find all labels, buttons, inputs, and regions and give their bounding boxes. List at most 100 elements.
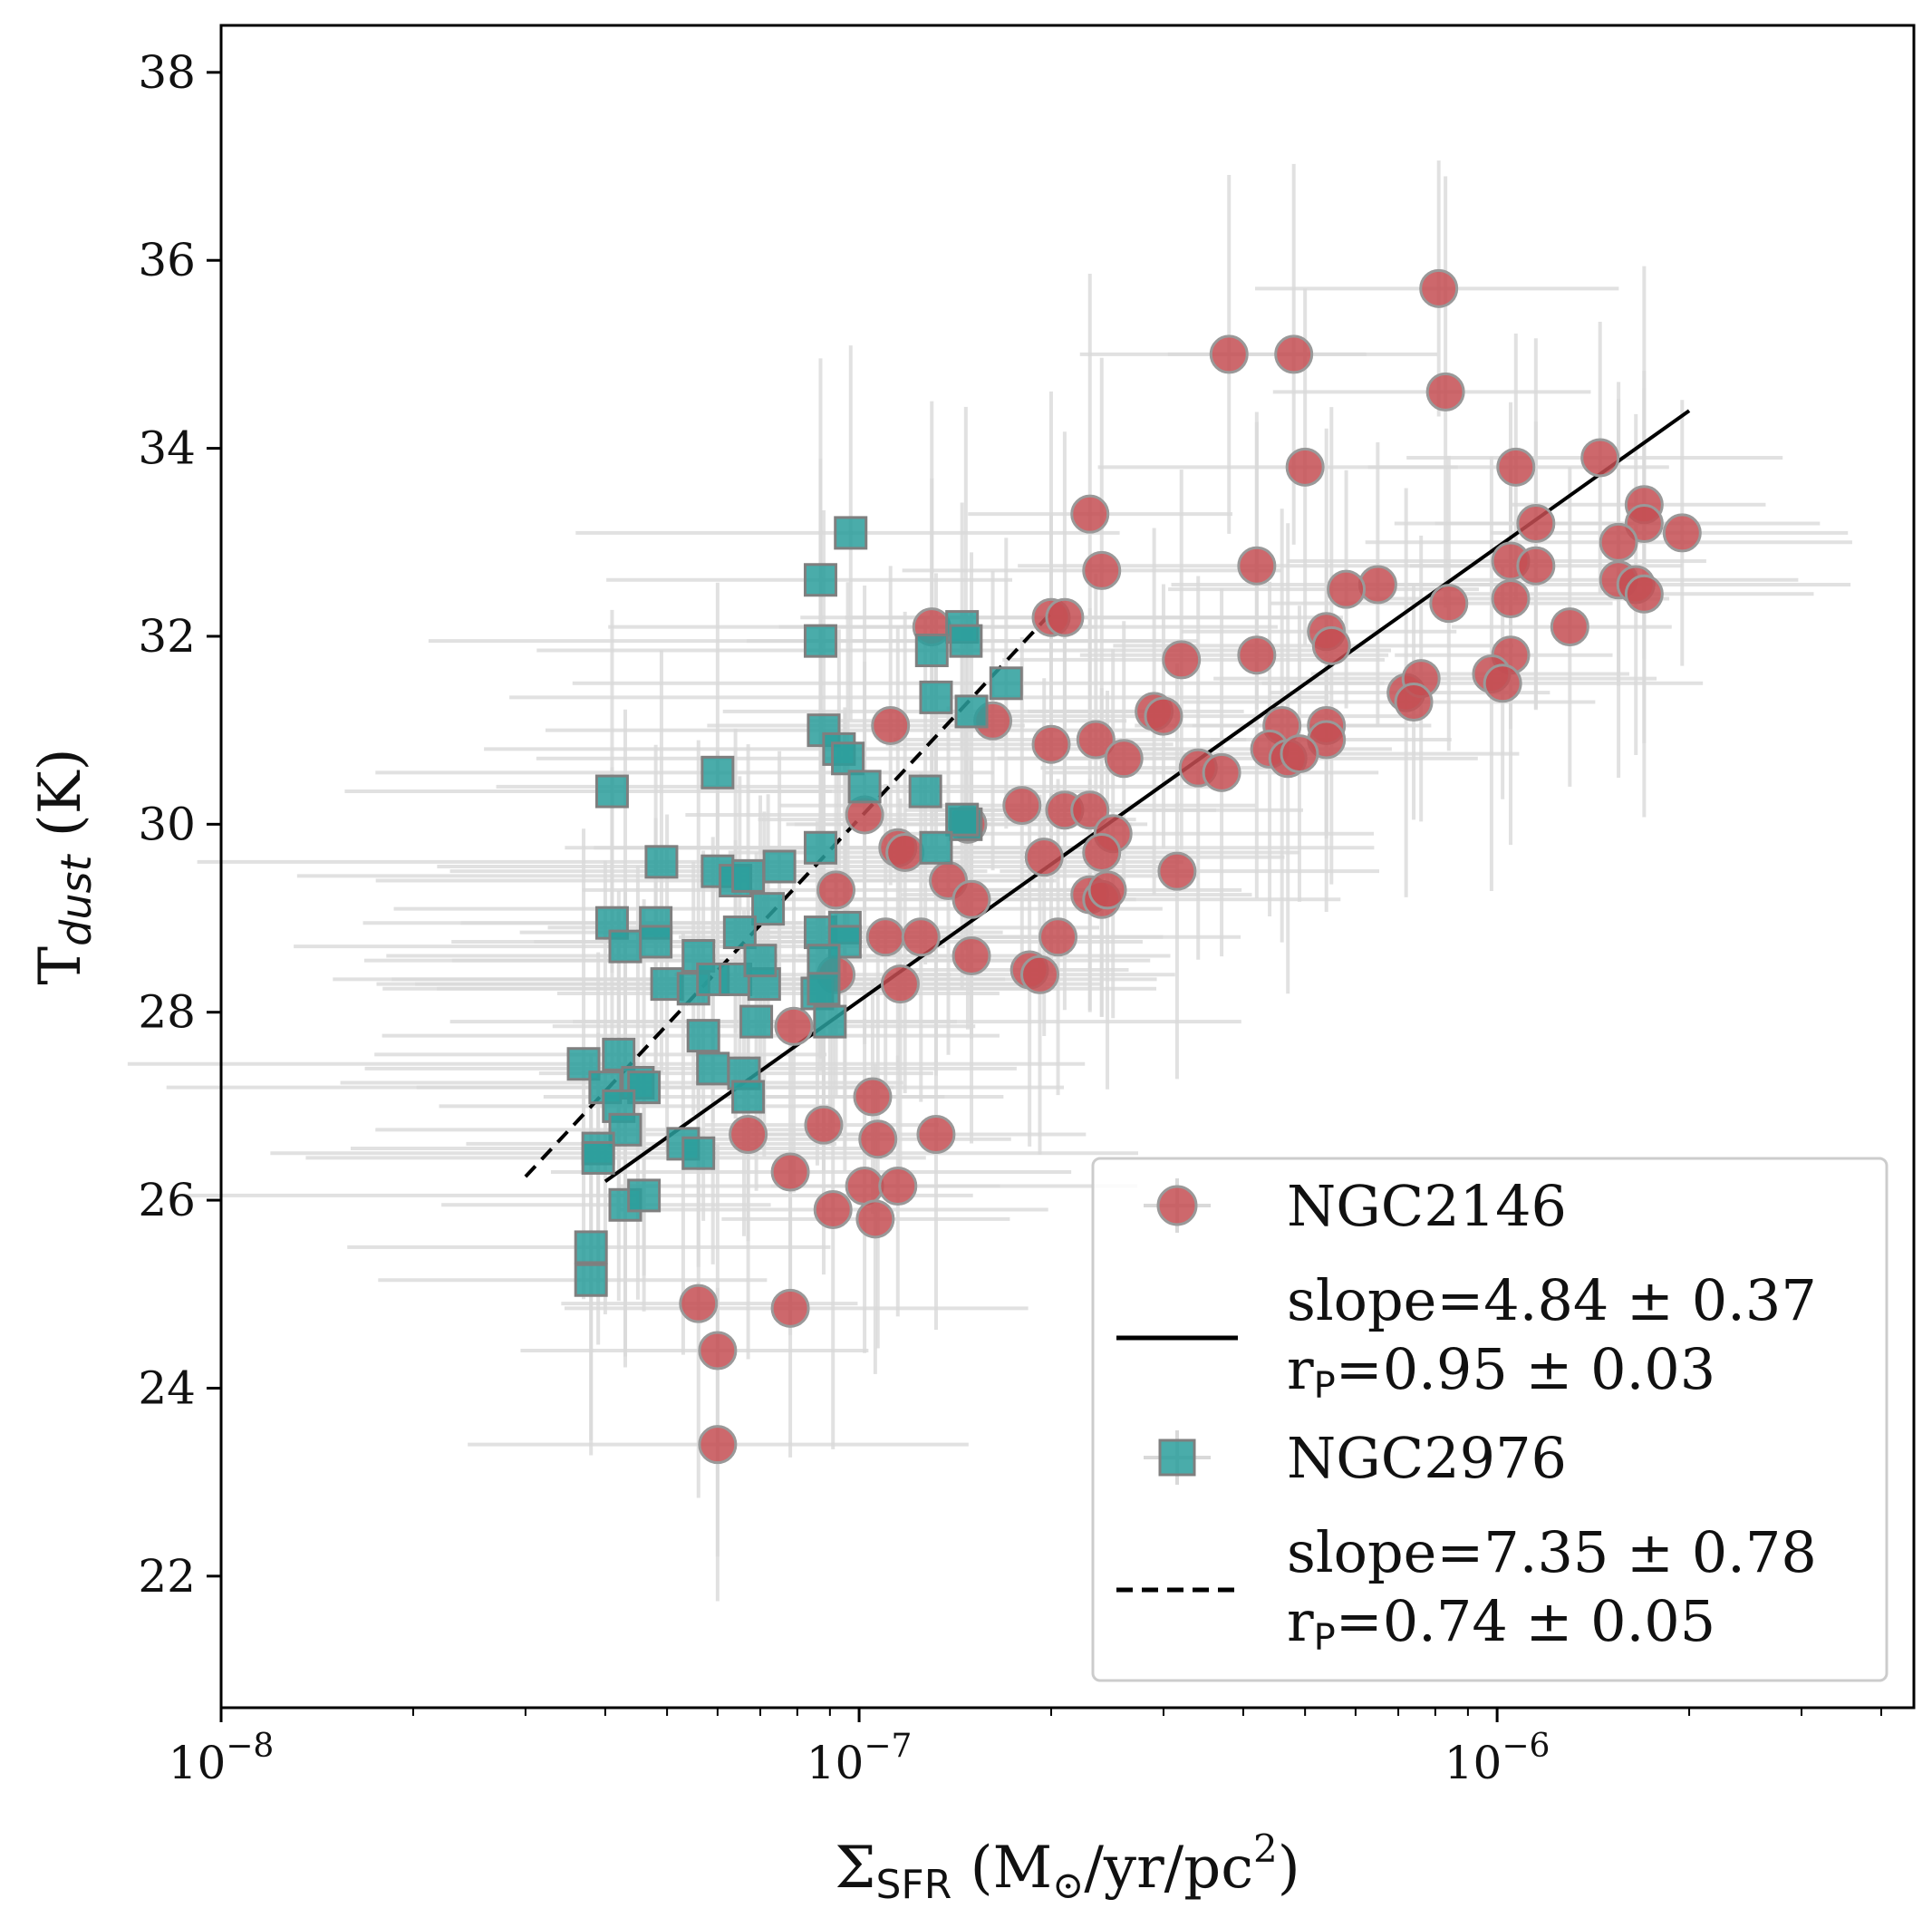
x-axis-ticks: 10−8 10−7 10−6 bbox=[169, 1708, 1882, 1789]
y-tick-label: 30 bbox=[138, 798, 196, 850]
legend-circle-marker bbox=[1156, 1185, 1198, 1226]
data-point-ngc2146 bbox=[698, 1425, 738, 1465]
data-point-ngc2146 bbox=[1394, 683, 1434, 722]
data-point-ngc2146 bbox=[916, 1115, 956, 1155]
data-point-ngc2976 bbox=[639, 925, 673, 959]
data-point-ngc2976 bbox=[954, 694, 989, 729]
data-point-ngc2146 bbox=[1031, 724, 1071, 764]
x-tick-label: 10−8 bbox=[169, 1728, 275, 1789]
data-point-ngc2146 bbox=[770, 1152, 810, 1192]
data-point-ngc2146 bbox=[1483, 664, 1522, 703]
data-point-ngc2146 bbox=[878, 1167, 918, 1206]
data-markers bbox=[566, 268, 1702, 1465]
data-point-ngc2146 bbox=[1237, 546, 1277, 586]
y-tick-label: 36 bbox=[138, 234, 196, 286]
data-point-ngc2976 bbox=[949, 624, 983, 658]
data-point-ngc2146 bbox=[1104, 739, 1144, 779]
data-point-ngc2146 bbox=[1070, 790, 1110, 830]
data-point-ngc2146 bbox=[1599, 522, 1638, 562]
data-point-ngc2976 bbox=[831, 741, 865, 776]
data-point-ngc2146 bbox=[1202, 752, 1241, 792]
data-point-ngc2976 bbox=[762, 849, 797, 884]
data-point-ngc2146 bbox=[1516, 504, 1556, 544]
x-axis-title: ΣSFR (M⊙/yr/pc2) bbox=[835, 1826, 1300, 1908]
y-axis-title: Tdust (K) bbox=[27, 748, 101, 984]
y-tick-label: 32 bbox=[138, 610, 196, 663]
data-point-ngc2976 bbox=[608, 929, 642, 964]
data-point-ngc2146 bbox=[1209, 334, 1249, 374]
data-point-ngc2146 bbox=[1429, 584, 1469, 624]
data-point-ngc2146 bbox=[1020, 954, 1060, 994]
data-point-ngc2976 bbox=[602, 1037, 636, 1071]
legend-square-marker bbox=[1158, 1438, 1196, 1477]
data-point-ngc2976 bbox=[919, 680, 953, 714]
x-tick-label: 10−7 bbox=[807, 1728, 913, 1789]
data-point-ngc2976 bbox=[722, 915, 757, 950]
data-point-ngc2976 bbox=[914, 634, 949, 668]
x-tick-label: 10−6 bbox=[1444, 1728, 1550, 1789]
fit-line-ngc2146 bbox=[604, 409, 1691, 1183]
data-point-ngc2976 bbox=[574, 1263, 608, 1297]
data-point-ngc2976 bbox=[594, 774, 629, 809]
data-point-ngc2976 bbox=[644, 845, 679, 879]
data-point-ngc2146 bbox=[1087, 870, 1127, 910]
data-point-ngc2146 bbox=[1002, 786, 1042, 826]
legend-label-fit-ngc2146-slope: slope=4.84 ± 0.37 bbox=[1287, 1267, 1817, 1333]
legend-marker-ngc2976 bbox=[1144, 1430, 1211, 1485]
data-point-ngc2146 bbox=[729, 1115, 768, 1155]
legend-box bbox=[1091, 1157, 1889, 1682]
data-point-ngc2976 bbox=[696, 1051, 730, 1086]
data-point-ngc2146 bbox=[1662, 513, 1702, 553]
data-point-ngc2146 bbox=[816, 870, 856, 910]
data-point-ngc2146 bbox=[804, 1105, 844, 1145]
y-axis-ticks: 22 24 26 28 30 32 34 36 38 bbox=[138, 46, 221, 1603]
data-point-ngc2146 bbox=[1038, 917, 1078, 957]
data-point-ngc2146 bbox=[774, 1006, 814, 1046]
data-point-ngc2976 bbox=[700, 755, 735, 789]
data-point-ngc2146 bbox=[871, 705, 911, 745]
data-point-ngc2146 bbox=[885, 832, 925, 872]
data-point-ngc2146 bbox=[1311, 625, 1351, 665]
legend-label-fit-ngc2976-r: rP=0.74 ± 0.05 bbox=[1287, 1588, 1715, 1659]
data-point-ngc2146 bbox=[1076, 720, 1116, 760]
data-point-ngc2976 bbox=[608, 1112, 642, 1147]
y-tick-label: 26 bbox=[138, 1174, 196, 1226]
data-point-ngc2976 bbox=[574, 1230, 608, 1264]
data-point-ngc2146 bbox=[1082, 832, 1122, 872]
data-point-ngc2146 bbox=[1162, 640, 1202, 680]
data-point-ngc2146 bbox=[1491, 578, 1531, 618]
data-point-ngc2146 bbox=[1280, 734, 1319, 774]
data-point-ngc2976 bbox=[813, 1004, 847, 1039]
data-point-ngc2146 bbox=[770, 1288, 810, 1328]
data-point-ngc2976 bbox=[919, 830, 953, 865]
data-point-ngc2976 bbox=[731, 858, 766, 893]
data-point-ngc2146 bbox=[855, 1199, 895, 1239]
legend-label-fit-ngc2146-r: rP=0.95 ± 0.03 bbox=[1287, 1336, 1715, 1407]
data-point-ngc2146 bbox=[1285, 447, 1325, 487]
data-point-ngc2976 bbox=[581, 1140, 615, 1175]
data-point-ngc2146 bbox=[952, 936, 991, 976]
data-point-ngc2146 bbox=[1082, 550, 1122, 590]
data-point-ngc2976 bbox=[686, 1019, 720, 1053]
y-tick-label: 28 bbox=[138, 986, 196, 1039]
data-point-ngc2146 bbox=[1550, 607, 1589, 647]
data-point-ngc2146 bbox=[853, 1077, 893, 1117]
data-point-ngc2146 bbox=[1237, 635, 1277, 675]
data-point-ngc2146 bbox=[1045, 597, 1085, 637]
data-point-ngc2146 bbox=[1024, 838, 1064, 877]
legend-label-ngc2146: NGC2146 bbox=[1287, 1173, 1567, 1239]
data-point-ngc2976 bbox=[908, 774, 942, 809]
data-point-ngc2146 bbox=[1070, 494, 1110, 534]
data-point-ngc2976 bbox=[807, 972, 841, 1006]
data-point-ngc2146 bbox=[1496, 447, 1536, 487]
data-point-ngc2976 bbox=[803, 563, 837, 597]
data-point-ngc2146 bbox=[1157, 851, 1197, 891]
data-point-ngc2146 bbox=[865, 917, 905, 957]
data-point-ngc2976 bbox=[803, 830, 837, 865]
data-point-ngc2146 bbox=[1425, 372, 1465, 412]
data-point-ngc2976 bbox=[807, 944, 841, 978]
data-point-ngc2976 bbox=[945, 802, 980, 837]
data-point-ngc2976 bbox=[751, 892, 786, 926]
data-point-ngc2976 bbox=[739, 1004, 774, 1039]
